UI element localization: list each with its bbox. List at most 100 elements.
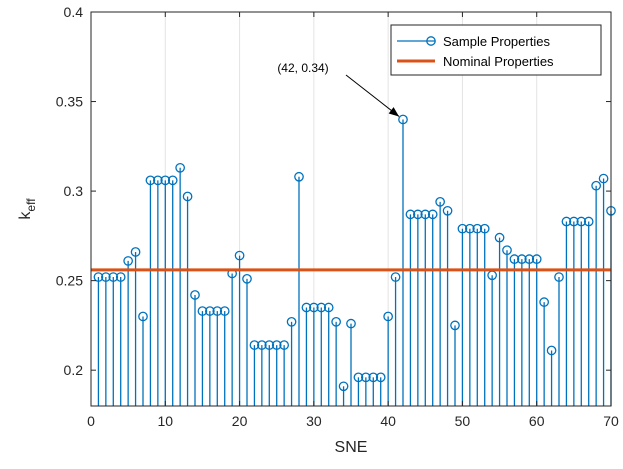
stem-marker	[591, 180, 601, 191]
stem-marker	[524, 254, 535, 264]
stem-point	[539, 297, 549, 406]
x-axis-label: SNE	[335, 439, 368, 456]
stem-point	[465, 223, 475, 406]
stem-point	[531, 254, 542, 406]
y-tick-label: 0.3	[64, 183, 84, 199]
stem-point	[346, 318, 356, 406]
stem-marker	[427, 209, 438, 220]
stem-point	[219, 306, 230, 406]
stem-point	[375, 372, 386, 406]
stem-marker	[531, 254, 542, 264]
stem-marker	[375, 372, 386, 383]
stem-point	[569, 216, 579, 406]
stem-marker	[279, 340, 289, 350]
stem-marker	[442, 205, 453, 216]
stem-point	[264, 340, 275, 406]
stem-point	[368, 372, 379, 406]
stem-marker	[517, 254, 527, 264]
x-tick-label: 30	[306, 413, 322, 429]
annotation-arrow-head	[388, 107, 399, 117]
stem-marker	[115, 272, 126, 282]
stem-point	[517, 254, 527, 406]
stem-marker	[509, 254, 520, 264]
stem-point	[123, 256, 133, 406]
legend-sample-label: Sample Properties	[443, 34, 550, 49]
stem-point	[338, 381, 349, 406]
stem-point	[509, 254, 520, 406]
stem-marker	[598, 173, 609, 184]
y-tick-label: 0.4	[64, 4, 84, 20]
stem-point	[405, 209, 416, 406]
axes-box	[90, 11, 612, 407]
x-tick-labels: 0 10 20 30 40 50 60 70	[87, 413, 619, 429]
stem-marker	[368, 372, 379, 383]
stem-marker	[108, 272, 119, 282]
stem-point	[435, 196, 445, 406]
stem-point	[554, 272, 564, 406]
legend-nominal-label: Nominal Properties	[443, 54, 554, 69]
stem-marker	[413, 209, 423, 220]
stem-point	[130, 247, 141, 406]
stem-point	[591, 180, 601, 406]
axes	[90, 11, 612, 407]
stem-point	[561, 216, 572, 406]
stem-point	[457, 223, 468, 406]
stem-point	[576, 216, 587, 406]
stem-marker	[242, 273, 252, 284]
stem-point	[398, 114, 408, 406]
y-axis-label-sub: eff	[24, 198, 38, 212]
stem-point	[583, 216, 594, 406]
x-tick-label: 10	[157, 413, 173, 429]
stem-point	[205, 306, 215, 406]
stem-point	[353, 372, 364, 406]
stem-point	[108, 272, 119, 406]
stem-point	[257, 340, 267, 406]
x-tick-label: 20	[232, 413, 248, 429]
stem-point	[450, 320, 460, 406]
stem-point	[145, 175, 156, 406]
stem-marker	[219, 306, 230, 316]
stem-marker	[383, 311, 393, 322]
legend-box	[390, 24, 602, 76]
stem-marker	[182, 191, 193, 202]
stem-point	[190, 290, 200, 406]
stem-marker	[271, 340, 282, 350]
stem-marker	[420, 209, 431, 220]
stem-point	[160, 175, 171, 406]
stem-marker	[93, 272, 104, 282]
stem-marker	[249, 340, 260, 350]
stem-point	[301, 302, 312, 406]
stem-marker	[160, 175, 171, 186]
stem-point	[546, 345, 557, 406]
stem-marker	[583, 216, 594, 227]
annotation-arrow-line	[345, 74, 400, 117]
stem-point	[383, 311, 393, 406]
stem-marker	[316, 302, 327, 313]
stem-point	[420, 209, 431, 406]
stem-marker	[130, 247, 141, 257]
stem-point	[286, 316, 297, 406]
stem-point	[138, 311, 148, 406]
stem-marker	[257, 340, 267, 350]
stem-marker	[502, 245, 512, 256]
stem-marker	[465, 223, 475, 234]
stem-point	[167, 175, 178, 406]
stem-marker	[234, 250, 245, 261]
stem-marker	[554, 272, 564, 282]
stem-point	[249, 340, 260, 406]
stem-marker	[190, 290, 200, 300]
stem-marker	[398, 114, 408, 125]
stem-marker	[435, 196, 445, 207]
stem-marker	[123, 256, 133, 266]
annotation-text: (42, 0.34)	[277, 61, 328, 75]
stem-point	[234, 250, 245, 406]
y-axis-label: keff	[17, 198, 38, 220]
stem-point	[153, 175, 163, 406]
stem-marker	[323, 302, 334, 313]
stem-point	[331, 316, 341, 406]
stem-marker	[494, 232, 505, 243]
stem-point	[279, 340, 289, 406]
stem-marker	[294, 171, 304, 182]
stem-marker	[479, 223, 490, 234]
legend-sample-marker	[426, 36, 436, 46]
